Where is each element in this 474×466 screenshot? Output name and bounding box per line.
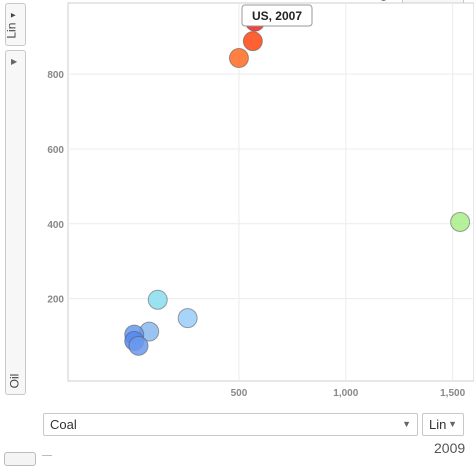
x-metric-select[interactable]: Coal ▼ xyxy=(43,413,418,436)
y-metric-selector[interactable]: ▶ Oil xyxy=(5,50,26,395)
x-metric-label: Coal xyxy=(50,417,77,432)
year-label: 2009 xyxy=(434,440,466,456)
x-tick-label: 1,000 xyxy=(333,388,358,399)
data-point[interactable] xyxy=(177,308,198,329)
y-scale-button[interactable]: Lin ▼ xyxy=(5,3,26,46)
expand-arrow-icon: ▶ xyxy=(11,57,18,66)
tooltip-text: US, 2007 xyxy=(252,9,302,23)
play-button[interactable] xyxy=(4,452,36,466)
data-point[interactable] xyxy=(228,48,249,69)
x-tick-label: 500 xyxy=(231,388,248,399)
data-point[interactable] xyxy=(128,335,149,356)
chevron-down-icon: ▼ xyxy=(448,419,457,429)
y-tick-label: 600 xyxy=(47,145,64,156)
data-point[interactable] xyxy=(147,289,168,310)
y-tick-label: 400 xyxy=(47,220,64,231)
dot-icon xyxy=(380,0,387,1)
tooltip: US, 2007 xyxy=(241,4,313,27)
data-point[interactable] xyxy=(242,31,263,52)
y-tick-label: 200 xyxy=(47,295,64,306)
x-scale-select[interactable]: Lin ▼ xyxy=(422,413,464,436)
data-point[interactable] xyxy=(450,211,471,232)
y-tick-label: 800 xyxy=(47,70,64,81)
x-scale-label: Lin xyxy=(429,417,447,432)
x-tick-label: 1,500 xyxy=(440,388,465,399)
plot-area xyxy=(67,2,474,382)
dash-icon xyxy=(42,455,52,456)
chevron-down-icon: ▼ xyxy=(402,419,411,429)
